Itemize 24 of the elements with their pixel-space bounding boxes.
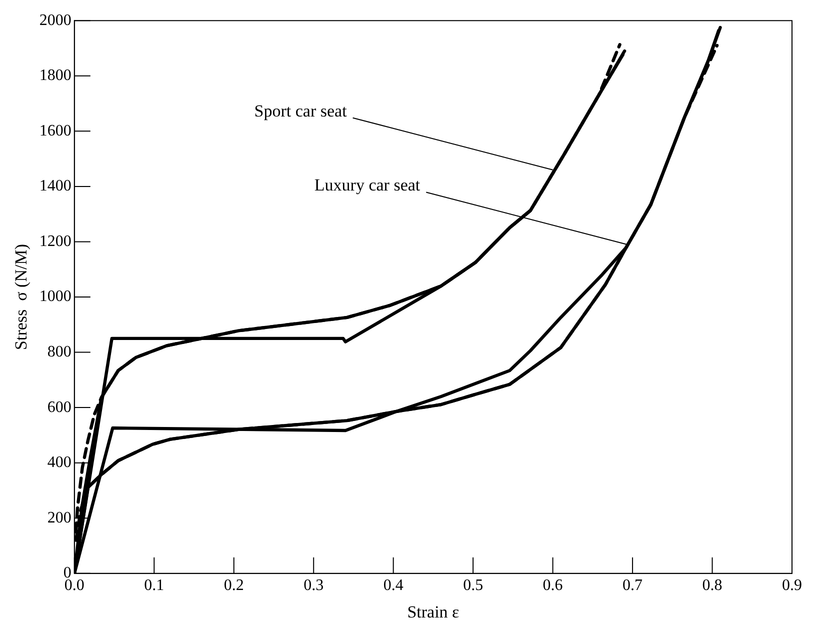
y-tick-label: 2000 (39, 12, 72, 29)
y-tick-label: 1800 (39, 67, 72, 84)
annotation: Luxury car seat (314, 176, 420, 195)
y-tick-label: 1200 (39, 232, 72, 250)
x-tick-label: 0.0 (64, 577, 84, 594)
annotation: Sport car seat (254, 101, 348, 120)
x-tick-label: 0.8 (702, 577, 722, 594)
y-tick-label: 600 (47, 398, 72, 416)
x-tick-label: 0.9 (782, 577, 802, 594)
x-tick-label: 0.1 (144, 577, 164, 594)
y-tick-label: 400 (47, 454, 72, 472)
y-tick-label: 1600 (39, 122, 72, 140)
x-tick-label: 0.2 (224, 577, 244, 594)
x-axis-title: Strain ε (407, 602, 460, 622)
y-tick-label: 800 (47, 343, 72, 360)
y-axis-title: Stress σ (N/M) (12, 244, 31, 350)
y-tick-label: 1400 (39, 178, 72, 195)
x-tick-label: 0.6 (542, 577, 563, 594)
x-tick-label: 0.7 (622, 577, 643, 594)
y-tick-label: 1000 (39, 288, 72, 306)
y-tick-label: 200 (47, 509, 72, 526)
x-tick-label: 0.4 (383, 577, 404, 594)
x-tick-label: 0.5 (463, 577, 484, 594)
x-tick-label: 0.3 (304, 577, 324, 594)
